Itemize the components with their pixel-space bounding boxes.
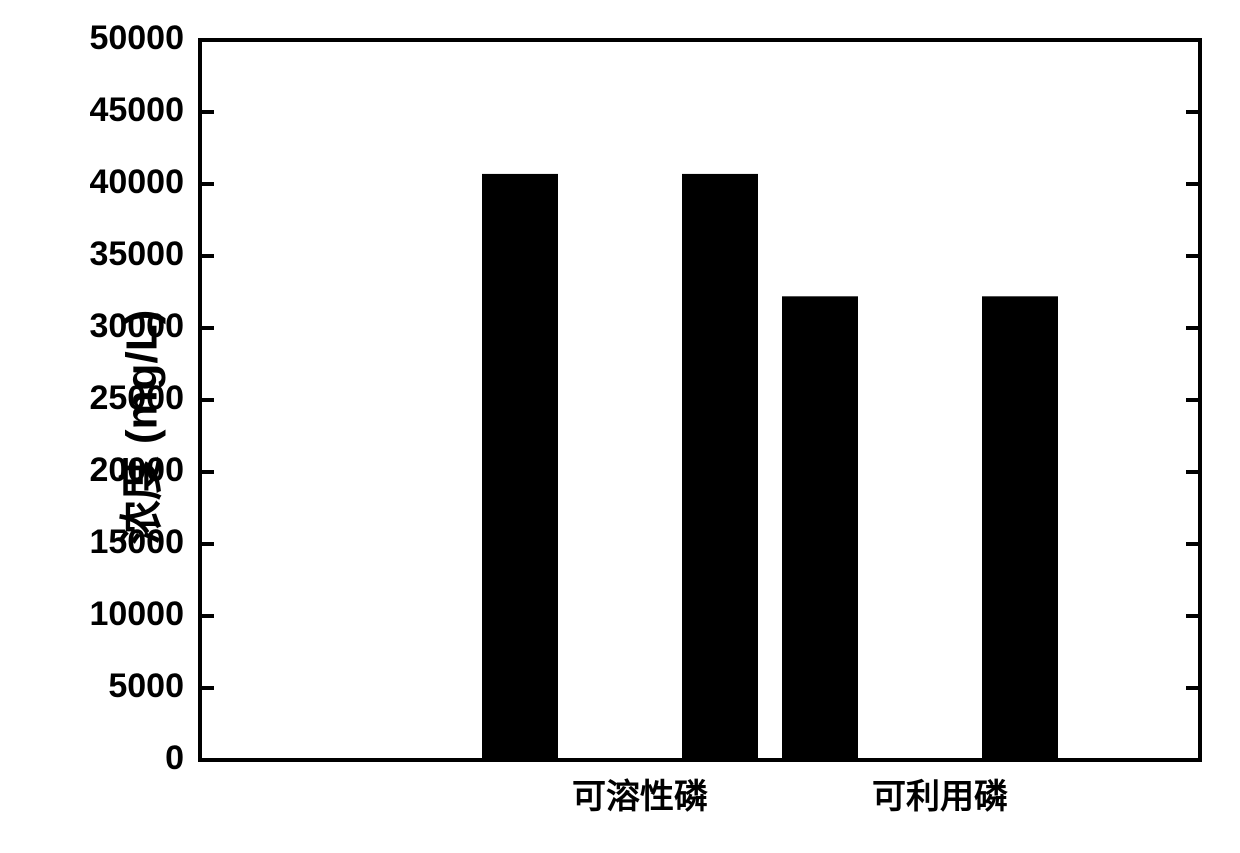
ytick-label: 50000	[89, 19, 184, 57]
ytick-label: 5000	[108, 667, 184, 705]
ytick-label: 40000	[89, 163, 184, 201]
bar-3	[982, 296, 1058, 760]
bar-1	[682, 174, 758, 760]
x-category-label: 可利用磷	[872, 778, 1008, 816]
ytick-label: 0	[165, 739, 184, 777]
bar-chart: 0500010000150002000025000300003500040000…	[0, 0, 1240, 853]
ytick-label: 35000	[89, 235, 184, 273]
bar-2	[782, 296, 858, 760]
chart-container: 浓度 (mg/L) 050001000015000200002500030000…	[0, 0, 1240, 853]
bar-0	[482, 174, 558, 760]
x-category-label: 可溶性磷	[572, 778, 708, 816]
ytick-label: 45000	[89, 91, 184, 129]
y-axis-label: 浓度 (mg/L)	[105, 309, 169, 544]
ytick-label: 10000	[89, 595, 184, 633]
